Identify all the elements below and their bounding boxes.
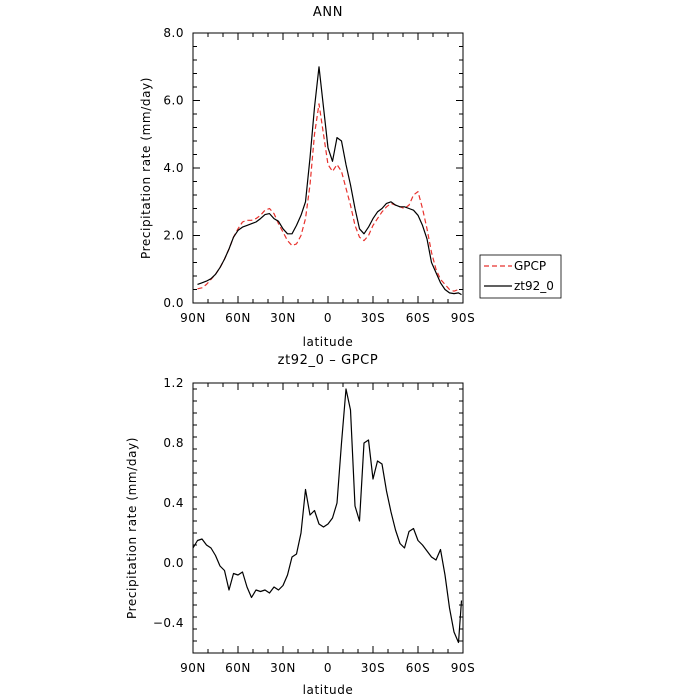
panel-top-frame bbox=[192, 32, 464, 304]
bottom-ytick-label: 0.8 bbox=[163, 436, 184, 450]
panel-top: ANN 90N 60N 30N 0 30S 60S 90S 0.0 2.0 4.0 6.0 8.0 l… bbox=[139, 5, 475, 349]
legend-gpcp-label: GPCP bbox=[514, 259, 546, 273]
top-xtick-label: 90N bbox=[180, 311, 206, 325]
legend: GPCP zt92_0 bbox=[479, 254, 562, 299]
top-ytick-label: 8.0 bbox=[163, 26, 184, 40]
top-ytick-label: 4.0 bbox=[163, 161, 184, 175]
bottom-xtick-label: 90S bbox=[451, 661, 475, 675]
bottom-ytick-label: 0.0 bbox=[163, 556, 184, 570]
top-ytick-label: 0.0 bbox=[163, 296, 184, 310]
bottom-xtick-label: 0 bbox=[324, 661, 332, 675]
bottom-xtick-label: 30S bbox=[361, 661, 385, 675]
bottom-xtick-label: 60S bbox=[406, 661, 430, 675]
bottom-xtick-label: 90N bbox=[180, 661, 206, 675]
panel-bottom-title: zt92_0 – GPCP bbox=[278, 353, 379, 368]
top-xtick-label: 60S bbox=[406, 311, 430, 325]
panel-top-ticks: 90N 60N 30N 0 30S 60S 90S 0.0 2.0 4.0 6.0 8.0 bbox=[163, 26, 475, 325]
legend-box bbox=[479, 254, 562, 299]
panel-bottom-ticks: 90N 60N 30N 0 30S 60S 90S −0.4 0.0 0.4 0.8 1.2 bbox=[153, 376, 475, 675]
bottom-series-difference-line bbox=[192, 388, 463, 644]
top-xtick-label: 60N bbox=[225, 311, 251, 325]
bottom-ytick-label: −0.4 bbox=[153, 616, 184, 630]
panel-bottom-ylabel: Precipitation rate (mm/day) bbox=[125, 437, 139, 619]
top-xtick-label: 30N bbox=[270, 311, 296, 325]
panel-top-series bbox=[197, 66, 462, 296]
panel-top-title: ANN bbox=[313, 5, 343, 20]
legend-model-label: zt92_0 bbox=[514, 279, 554, 293]
panel-bottom-series bbox=[192, 388, 463, 644]
panel-top-xlabel: latitude bbox=[303, 335, 354, 349]
bottom-ytick-label: 1.2 bbox=[163, 376, 184, 390]
bottom-ytick-label: 0.4 bbox=[163, 496, 184, 510]
panel-bottom: zt92_0 – GPCP 90N 60N 30N 0 30S 60S 90S −0.4 0.0… bbox=[125, 353, 475, 697]
top-series-zt92_0-line bbox=[197, 66, 462, 296]
top-ytick-label: 2.0 bbox=[163, 229, 184, 243]
top-xtick-label: 90S bbox=[451, 311, 475, 325]
top-series-gpcp-line bbox=[197, 103, 459, 292]
bottom-xtick-label: 60N bbox=[225, 661, 251, 675]
top-xtick-label: 30S bbox=[361, 311, 385, 325]
bottom-xtick-label: 30N bbox=[270, 661, 296, 675]
panel-top-ylabel: Precipitation rate (mm/day) bbox=[139, 77, 153, 259]
top-ytick-label: 6.0 bbox=[163, 94, 184, 108]
top-xtick-label: 0 bbox=[324, 311, 332, 325]
panel-bottom-xlabel: latitude bbox=[303, 683, 354, 697]
panel-bottom-frame bbox=[192, 382, 464, 654]
